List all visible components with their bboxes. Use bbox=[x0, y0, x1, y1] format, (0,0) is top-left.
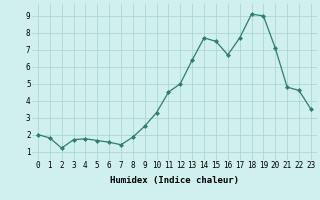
X-axis label: Humidex (Indice chaleur): Humidex (Indice chaleur) bbox=[110, 176, 239, 185]
